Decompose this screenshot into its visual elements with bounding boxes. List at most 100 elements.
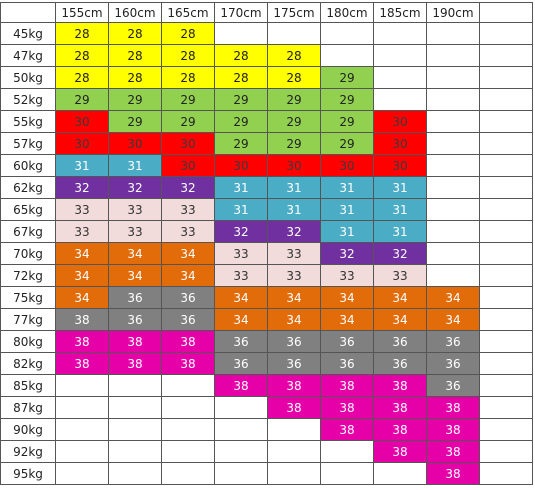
- weight-label: 95kg: [0, 462, 56, 485]
- size-cell: 36: [426, 352, 480, 375]
- weight-row: 95kg 38: [0, 462, 533, 485]
- empty-cell: [373, 66, 427, 89]
- size-cell: 31: [108, 154, 162, 177]
- height-header-cell: 155cm: [55, 2, 109, 23]
- height-header-row: 155cm 160cm 165cm 170cm 175cm 180cm 185cm 190cm: [0, 2, 533, 23]
- empty-cell: [479, 462, 533, 485]
- empty-cell: [214, 440, 268, 463]
- size-cell: 29: [214, 132, 268, 155]
- height-header-cell: 160cm: [108, 2, 162, 23]
- height-header: 155cm 160cm 165cm 170cm 175cm 180cm 185cm 190cm: [0, 2, 533, 23]
- size-cell: 29: [55, 88, 109, 111]
- size-cell: 31: [267, 176, 321, 199]
- size-cell: 32: [214, 220, 268, 243]
- size-cell: 31: [267, 198, 321, 221]
- size-cell: 32: [373, 242, 427, 265]
- empty-cell: [373, 462, 427, 485]
- size-cell: 31: [320, 220, 374, 243]
- size-cell: 29: [108, 88, 162, 111]
- weight-row: 65kg 33 33 33 31 31 31 31: [0, 198, 533, 221]
- size-cell: 32: [55, 176, 109, 199]
- empty-cell: [426, 264, 480, 287]
- size-cell: 38: [214, 374, 268, 397]
- size-cell: 36: [161, 308, 215, 331]
- empty-cell: [426, 198, 480, 221]
- size-cell: 38: [373, 418, 427, 441]
- size-cell: 33: [55, 198, 109, 221]
- size-cell: 33: [108, 198, 162, 221]
- empty-cell: [479, 374, 533, 397]
- size-cell: 34: [267, 308, 321, 331]
- size-cell: 28: [108, 66, 162, 89]
- weight-label: 85kg: [0, 374, 56, 397]
- weight-row: 77kg 38 36 36 34 34 34 34 34: [0, 308, 533, 331]
- size-cell: 29: [214, 88, 268, 111]
- weight-row: 80kg 38 38 38 36 36 36 36 36: [0, 330, 533, 353]
- size-cell: 33: [373, 264, 427, 287]
- size-cell: 28: [214, 44, 268, 67]
- weight-label: 70kg: [0, 242, 56, 265]
- empty-cell: [320, 462, 374, 485]
- weight-label: 52kg: [0, 88, 56, 111]
- weight-row: 82kg 38 38 38 36 36 36 36 36: [0, 352, 533, 375]
- empty-cell: [479, 418, 533, 441]
- empty-cell: [426, 44, 480, 67]
- empty-cell: [479, 22, 533, 45]
- size-cell: 33: [161, 220, 215, 243]
- size-cell: 29: [161, 88, 215, 111]
- size-cell: 31: [320, 198, 374, 221]
- empty-cell: [479, 198, 533, 221]
- empty-cell: [479, 44, 533, 67]
- size-cell: 30: [373, 110, 427, 133]
- blank-header-cell: [479, 2, 533, 23]
- size-cell: 38: [426, 440, 480, 463]
- empty-cell: [479, 440, 533, 463]
- size-cell: 31: [214, 176, 268, 199]
- weight-row: 60kg 31 31 30 30 30 30 30: [0, 154, 533, 177]
- size-cell: 38: [267, 396, 321, 419]
- weight-label: 67kg: [0, 220, 56, 243]
- size-cell: 28: [161, 22, 215, 45]
- size-cell: 38: [55, 330, 109, 353]
- weight-label: 60kg: [0, 154, 56, 177]
- size-cell: 36: [426, 330, 480, 353]
- size-cell: 36: [214, 352, 268, 375]
- size-cell: 31: [214, 198, 268, 221]
- size-cell: 34: [55, 286, 109, 309]
- weight-label: 82kg: [0, 352, 56, 375]
- empty-cell: [267, 440, 321, 463]
- empty-cell: [320, 44, 374, 67]
- weight-label: 45kg: [0, 22, 56, 45]
- weight-label: 90kg: [0, 418, 56, 441]
- size-cell: 34: [161, 264, 215, 287]
- size-cell: 34: [55, 242, 109, 265]
- size-cell: 30: [267, 154, 321, 177]
- height-header-cell: 185cm: [373, 2, 427, 23]
- height-header-cell: 165cm: [161, 2, 215, 23]
- empty-cell: [479, 88, 533, 111]
- size-cell: 33: [320, 264, 374, 287]
- empty-cell: [55, 396, 109, 419]
- weight-label: 62kg: [0, 176, 56, 199]
- weight-label: 92kg: [0, 440, 56, 463]
- size-cell: 36: [214, 330, 268, 353]
- size-cell: 38: [108, 352, 162, 375]
- weight-row: 87kg 38 38 38 38: [0, 396, 533, 419]
- empty-cell: [426, 242, 480, 265]
- size-cell: 34: [214, 286, 268, 309]
- size-cell: 29: [320, 88, 374, 111]
- empty-cell: [108, 418, 162, 441]
- empty-cell: [320, 440, 374, 463]
- size-cell: 30: [161, 132, 215, 155]
- empty-cell: [108, 374, 162, 397]
- empty-cell: [267, 462, 321, 485]
- size-cell: 36: [161, 286, 215, 309]
- size-cell: 34: [320, 286, 374, 309]
- size-cell: 38: [55, 352, 109, 375]
- size-cell: 36: [108, 308, 162, 331]
- empty-cell: [214, 396, 268, 419]
- size-cell: 28: [55, 44, 109, 67]
- empty-cell: [426, 176, 480, 199]
- height-header-cell: 170cm: [214, 2, 268, 23]
- size-cell: 38: [320, 396, 374, 419]
